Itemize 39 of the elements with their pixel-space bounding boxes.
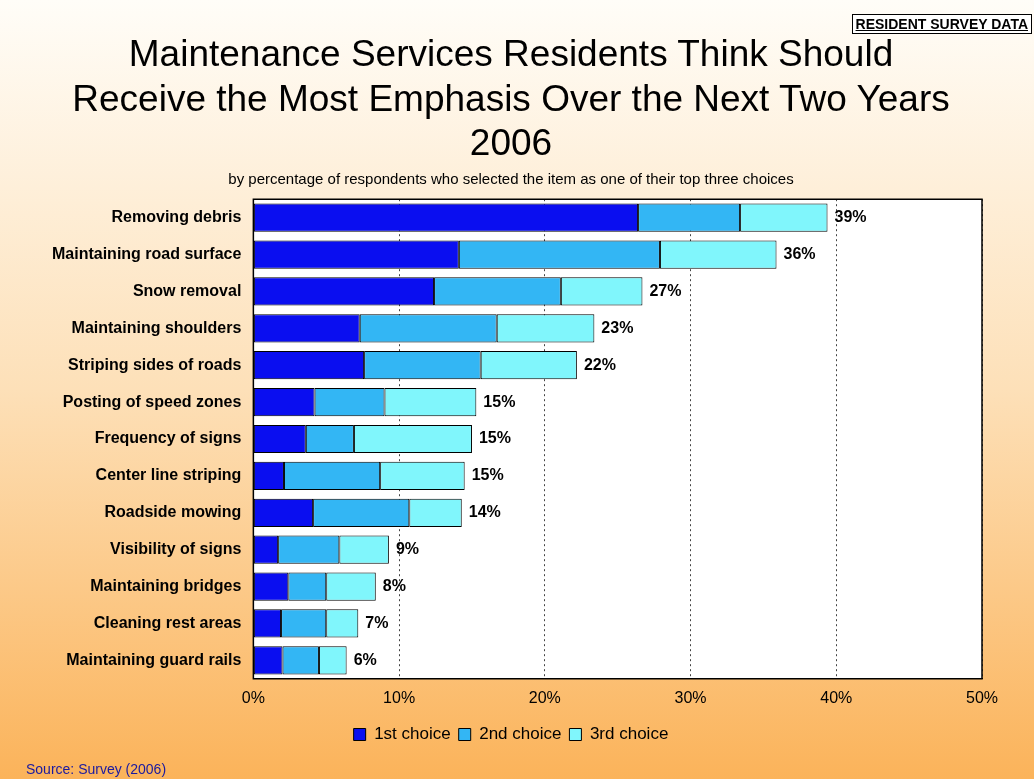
chart-subtitle: by percentage of respondents who selected the item as one of their top three choices (228, 170, 794, 188)
x-tick-label: 40% (820, 688, 853, 706)
y-tick-label: Maintaining shoulders (71, 318, 242, 336)
x-tick-label: 0% (241, 688, 265, 706)
y-tick-label: Frequency of signs (94, 429, 242, 447)
y-tick-label: Maintaining road surface (51, 244, 242, 262)
legend-label: 2nd choice (479, 724, 562, 744)
total-label: 7% (365, 613, 389, 631)
total-label: 9% (395, 540, 420, 558)
y-tick-label: Cleaning rest areas (93, 613, 242, 631)
total-label: 15% (471, 466, 504, 484)
total-label: 6% (353, 650, 377, 668)
total-label: 14% (468, 503, 501, 521)
total-label: 15% (478, 429, 511, 447)
total-label: 15% (483, 392, 516, 410)
x-tick-label: 30% (674, 688, 707, 706)
total-label: 36% (783, 244, 816, 262)
total-label: 23% (601, 318, 634, 336)
legend-label: 1st choice (374, 724, 451, 744)
x-tick-label: 10% (383, 688, 416, 706)
x-tick-label: 50% (965, 688, 999, 706)
text: RESIDENT SURVEY DATA (851, 14, 1032, 34)
total-label: 39% (834, 208, 867, 226)
y-tick-label: Striping sides of roads (68, 355, 242, 373)
total-label: 22% (583, 355, 616, 373)
y-tick-label: Maintaining bridges (90, 576, 242, 594)
source-note: Source: Survey (2006) (26, 761, 167, 777)
y-tick-label: Removing debris (111, 208, 242, 226)
legend-label: 3rd choice (589, 724, 669, 744)
y-tick-label: Center line striping (95, 466, 242, 484)
y-tick-label: Snow removal (132, 281, 242, 299)
y-tick-label: Roadside mowing (104, 503, 242, 521)
total-label: 27% (649, 281, 682, 299)
total-label: 8% (382, 576, 406, 594)
y-tick-label: Posting of speed zones (62, 392, 242, 410)
y-tick-label: Maintaining guard rails (66, 650, 242, 668)
chart-title: Maintenance Services Residents Think Should Receive the Most Emphasis Over the Next Two Years 2006 (72, 33, 950, 164)
x-tick-label: 20% (528, 688, 561, 706)
y-tick-label: Visibility of signs (110, 540, 242, 558)
